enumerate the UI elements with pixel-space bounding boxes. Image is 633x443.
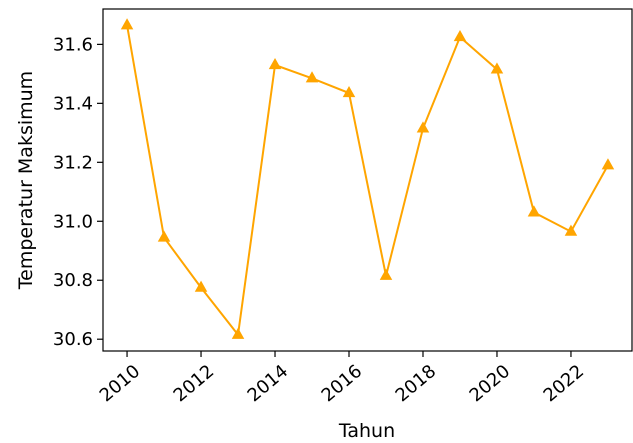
data-point-marker [305,71,319,83]
x-tick-label: 2018 [392,361,441,407]
data-point-marker [379,268,393,280]
data-point-marker [120,18,134,30]
data-point-marker [564,224,578,236]
data-point-marker [194,280,208,292]
y-tick-label: 30.8 [53,270,93,291]
data-point-marker [416,121,430,133]
data-point-marker [453,29,467,42]
x-tick-label: 2022 [540,361,589,407]
y-axis: 30.6 30.8 31.0 31.2 31.4 31.6 [53,34,103,350]
y-tick-label: 31.0 [53,211,93,232]
x-axis: 2010 2012 2014 2016 2018 2020 2022 [96,351,589,407]
y-tick-label: 31.4 [53,93,93,114]
x-tick-label: 2016 [318,361,367,407]
data-point-marker [157,230,171,242]
data-point-marker [231,327,245,339]
data-point-marker [527,205,541,217]
x-tick-label: 2014 [244,361,293,407]
data-point-marker [490,62,504,74]
x-axis-label: Tahun [338,420,395,442]
x-tick-label: 2010 [96,361,145,407]
data-point-marker [601,158,615,170]
series-markers [120,18,615,339]
x-tick-label: 2020 [466,361,515,407]
x-tick-label: 2012 [170,361,219,407]
y-tick-label: 30.6 [53,329,93,350]
y-tick-label: 31.2 [53,152,93,173]
data-point-marker [342,86,356,98]
y-tick-label: 31.6 [53,34,93,55]
data-point-marker [268,57,282,70]
series-line [126,25,609,338]
y-axis-label: Temperatur Maksimum [15,71,37,290]
